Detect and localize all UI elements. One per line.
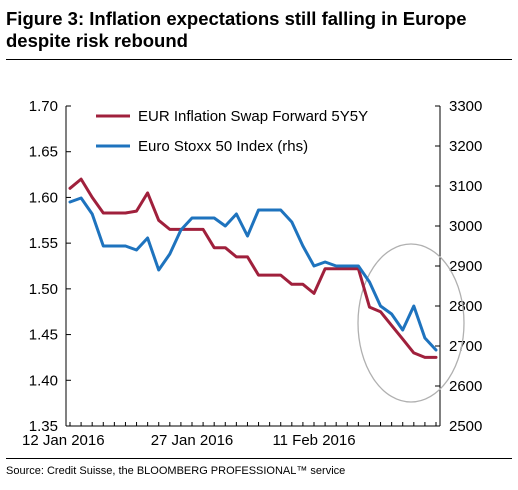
left-tick-label: 1.40 — [29, 372, 58, 389]
legend-label: EUR Inflation Swap Forward 5Y5Y — [138, 108, 368, 125]
right-tick-label: 3000 — [449, 218, 482, 235]
left-tick-label: 1.60 — [29, 189, 58, 206]
right-tick-label: 2700 — [449, 338, 482, 355]
right-tick-label: 3100 — [449, 178, 482, 195]
left-tick-label: 1.50 — [29, 281, 58, 298]
right-tick-label: 2600 — [449, 378, 482, 395]
bottom-rule — [6, 458, 512, 459]
right-tick-label: 2500 — [449, 418, 482, 435]
left-tick-label: 1.70 — [29, 98, 58, 115]
source-note: Source: Credit Suisse, the BLOOMBERG PRO… — [6, 465, 346, 477]
chart-title: Figure 3: Inflation expectations still f… — [6, 8, 514, 52]
top-rule — [6, 59, 512, 60]
title-line-1: Figure 3: Inflation expectations still f… — [6, 8, 467, 29]
right-tick-label: 2900 — [449, 258, 482, 275]
left-tick-label: 1.35 — [29, 418, 58, 435]
x-tick-label: 12 Jan 2016 — [22, 432, 105, 449]
right-tick-label: 2800 — [449, 298, 482, 315]
title-line-2: despite risk rebound — [6, 30, 188, 51]
left-tick-label: 1.65 — [29, 144, 58, 161]
left-tick-label: 1.55 — [29, 235, 58, 252]
series-line-eur-inflation-swap — [68, 177, 438, 359]
highlight-ellipse — [357, 243, 465, 403]
x-tick-label: 27 Jan 2016 — [151, 432, 234, 449]
series-line-euro-stoxx — [68, 196, 438, 352]
x-tick-label: 11 Feb 2016 — [272, 432, 355, 449]
right-tick-label: 3200 — [449, 138, 482, 155]
legend-label: Euro Stoxx 50 Index (rhs) — [138, 138, 308, 155]
left-tick-label: 1.45 — [29, 327, 58, 344]
right-tick-label: 3300 — [449, 98, 482, 115]
